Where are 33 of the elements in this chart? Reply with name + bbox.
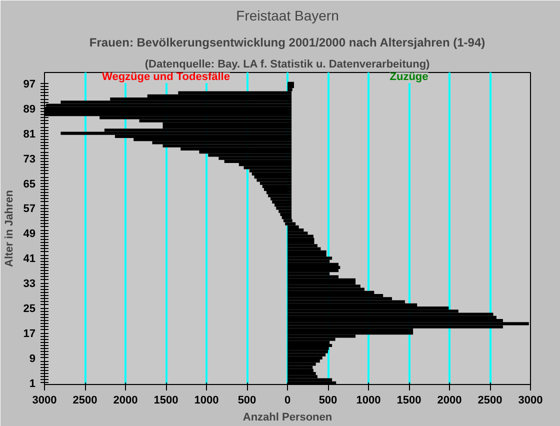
x-tick-label: 2000 [437, 394, 462, 406]
y-axis-title: Alter in Jahren [3, 190, 16, 268]
text: (Datenquelle: Bay. LA f. Statistik u. Datenverarbeitung) [144, 58, 430, 70]
x-tick-label: 1500 [154, 394, 178, 406]
y-tick-label: 89 [23, 103, 36, 116]
y-tick-label: 1 [29, 378, 36, 390]
y-tick-label: 25 [23, 303, 36, 316]
y-tick-label: 57 [23, 203, 36, 216]
y-tick-label: 41 [23, 253, 36, 266]
y-tick-label: 9 [29, 352, 36, 365]
x-tick-label: 3000 [32, 394, 57, 406]
y-tick-label: 49 [23, 228, 36, 240]
chart-title: Freistaat Bayern [236, 8, 339, 24]
x-tick-label: 3000 [518, 394, 543, 406]
annotation: Zuzüge [390, 71, 428, 84]
x-tick-label: 2000 [113, 394, 138, 406]
y-tick-label: 73 [23, 153, 36, 166]
x-tick-label: 1000 [356, 394, 381, 406]
y-tick-label: 33 [23, 278, 36, 290]
x-tick-label: 500 [238, 394, 256, 406]
y-tick-label: 81 [23, 128, 36, 140]
x-tick-label: 2500 [72, 394, 98, 406]
chart-subtitle: Frauen: Bevölkerungsentwicklung 2001/2000 nach Altersjahren (1-94) [89, 36, 486, 50]
x-tick-label: 2500 [478, 394, 502, 406]
x-tick-label: 1500 [396, 394, 422, 406]
x-tick-label: 500 [318, 394, 338, 406]
x-tick-label: 0 [284, 394, 291, 406]
x-tick-label: 1000 [194, 394, 219, 406]
y-tick-label: 97 [23, 78, 36, 90]
x-axis-title: Anzahl Personen [242, 412, 332, 424]
annotation: Wegzüge und Todesfälle [102, 71, 230, 84]
y-tick-label: 17 [23, 328, 36, 340]
y-tick-label: 65 [23, 178, 36, 190]
